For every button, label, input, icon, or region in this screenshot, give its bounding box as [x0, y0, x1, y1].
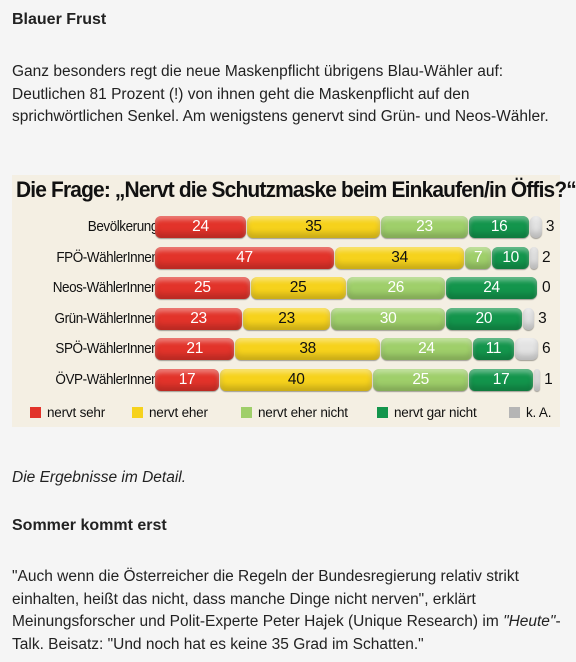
data-label: 20 [475, 309, 493, 327]
row-label: Bevölkerung [87, 218, 159, 235]
legend-label: nervt sehr [47, 404, 106, 420]
heading-sommer-kommt-erst: Sommer kommt erst [12, 517, 167, 534]
data-label: 10 [502, 248, 519, 266]
data-label: 23 [416, 218, 433, 235]
bar-segment: 24 [380, 338, 472, 360]
legend-swatch [30, 406, 41, 418]
data-label: 2 [542, 248, 551, 266]
data-label: 17 [178, 370, 196, 388]
row-label: ÖVP-WählerInnen [55, 370, 158, 388]
bar-segment: 40 [220, 368, 373, 391]
bar-segment: 23 [155, 307, 243, 330]
bar-segment: 24 [155, 216, 246, 238]
paragraph-intro: Ganz besonders regt die neue Maskenpflic… [12, 63, 549, 125]
legend-item: k. A. [509, 404, 551, 420]
data-label: 38 [299, 340, 317, 357]
bar-segment [534, 368, 541, 391]
bar-segment: 30 [331, 307, 446, 330]
legend-item: nervt sehr [30, 404, 105, 420]
legend-swatch [241, 406, 252, 418]
survey-chart: Die Frage: „Nervt die Schutzmaske beim E… [12, 175, 576, 427]
legend-label: nervt gar nicht [394, 404, 477, 420]
bar-segment [530, 216, 542, 238]
bar-segment [530, 246, 538, 269]
bar-segment: 26 [346, 277, 446, 299]
data-label: 24 [192, 218, 209, 235]
paragraph-quote: "Auch wenn die Österreicher die Regeln d… [12, 566, 566, 656]
data-label: 0 [542, 279, 551, 296]
bar-segment: 25 [250, 277, 346, 299]
legend-item: nervt eher [132, 404, 208, 420]
bar-segment [522, 307, 535, 330]
data-label: 30 [379, 309, 397, 327]
data-label: 11 [485, 340, 502, 357]
data-label: 26 [387, 279, 405, 296]
bar-segment: 24 [446, 277, 537, 299]
quote-text-2: -Talk. Beisatz: "Und noch hat es keine 3… [12, 613, 561, 653]
legend-swatch [377, 406, 388, 418]
data-label: 21 [186, 340, 204, 357]
legend-swatch [509, 406, 520, 418]
heading-blauer-frust: Blauer Frust [12, 11, 107, 28]
legend-item: nervt gar nicht [377, 404, 477, 420]
bar-segment: 20 [446, 307, 522, 330]
bar-segment: 47 [155, 246, 334, 269]
legend-swatch [132, 406, 143, 418]
bar-segment [515, 338, 538, 360]
bar-segment: 16 [469, 216, 530, 238]
legend-label: nervt eher [149, 404, 208, 420]
data-label: 1 [544, 370, 553, 388]
row-label: SPÖ-WählerInnen [55, 340, 158, 357]
data-label: 24 [483, 279, 500, 296]
data-label: 35 [305, 218, 322, 235]
data-label: 6 [542, 340, 551, 357]
chart-title: Die Frage: „Nervt die Schutzmaske beim E… [16, 177, 576, 202]
data-label: 7 [473, 248, 483, 266]
data-label: 23 [278, 309, 295, 327]
row-label: FPÖ-WählerInnen [55, 248, 159, 266]
row-label: Neos-WählerInnen [52, 279, 159, 296]
chart-caption: Die Ergebnisse im Detail. [12, 469, 187, 486]
data-label: 23 [190, 309, 207, 327]
bar-segment: 25 [155, 277, 250, 299]
data-label: 25 [289, 279, 307, 296]
data-label: 25 [194, 279, 211, 296]
bar-segment: 7 [465, 246, 492, 269]
bar-segment: 25 [373, 368, 469, 391]
data-label: 17 [492, 370, 510, 388]
data-label: 34 [391, 248, 408, 266]
bar-segment: 10 [492, 246, 530, 269]
row-label: Grün-WählerInnen [54, 309, 158, 327]
data-label: 16 [490, 218, 508, 235]
legend-item: nervt eher nicht [241, 404, 348, 420]
bar-segment: 17 [469, 368, 534, 391]
data-label: 40 [287, 370, 305, 388]
data-label: 24 [418, 340, 435, 357]
legend-label: nervt eher nicht [258, 404, 348, 420]
bar-segment: 23 [243, 307, 331, 330]
data-label: 25 [412, 370, 429, 388]
bar-segment: 35 [246, 216, 380, 238]
bar-segment: 17 [155, 368, 220, 391]
quote-heute: "Heute" [503, 613, 556, 630]
bar-segment: 38 [235, 338, 380, 360]
bar-segment: 11 [472, 338, 514, 360]
legend-label: k. A. [526, 404, 552, 420]
bar-segment: 34 [335, 246, 465, 269]
bar-segment: 23 [380, 216, 469, 238]
data-label: 3 [538, 309, 547, 327]
data-label: 3 [545, 218, 555, 235]
quote-text-1: "Auch wenn die Österreicher die Regeln d… [12, 568, 519, 630]
bar-segment: 21 [155, 338, 235, 360]
data-label: 47 [236, 248, 253, 266]
